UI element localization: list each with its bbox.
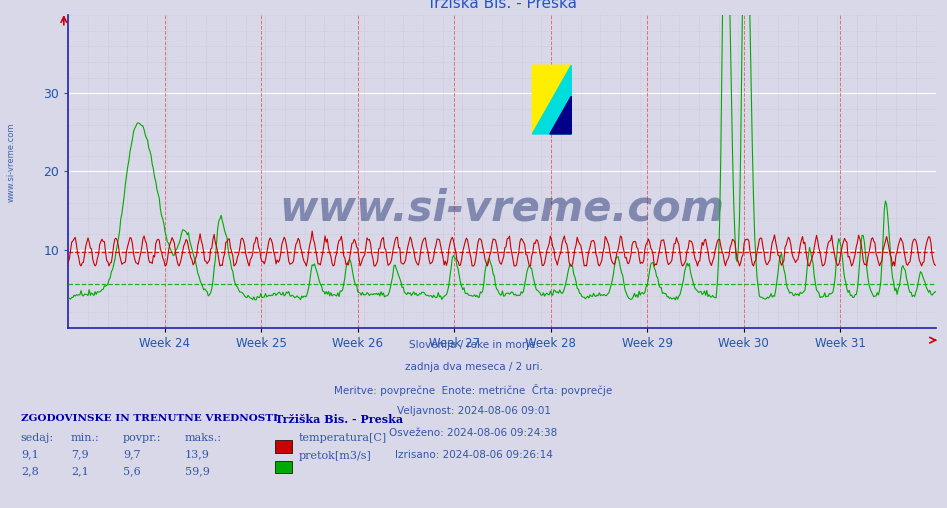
Text: pretok[m3/s]: pretok[m3/s] [298,451,371,461]
Text: maks.:: maks.: [185,433,222,443]
Text: 59,9: 59,9 [185,466,209,477]
Text: www.si-vreme.com: www.si-vreme.com [7,123,16,202]
Polygon shape [550,96,571,134]
Text: 13,9: 13,9 [185,450,209,460]
Text: min.:: min.: [71,433,99,443]
Text: Veljavnost: 2024-08-06 09:01: Veljavnost: 2024-08-06 09:01 [397,406,550,416]
Text: 5,6: 5,6 [123,466,141,477]
Text: 7,9: 7,9 [71,450,89,460]
Text: www.si-vreme.com: www.si-vreme.com [279,188,724,230]
Text: 2,8: 2,8 [21,466,39,477]
Text: Meritve: povprečne  Enote: metrične  Črta: povprečje: Meritve: povprečne Enote: metrične Črta:… [334,384,613,396]
Text: Slovenija / reke in morje.: Slovenija / reke in morje. [408,340,539,351]
Polygon shape [532,65,571,134]
Text: 2,1: 2,1 [71,466,89,477]
Text: Izrisano: 2024-08-06 09:26:14: Izrisano: 2024-08-06 09:26:14 [395,450,552,460]
Polygon shape [532,65,571,134]
Text: zadnja dva meseca / 2 uri.: zadnja dva meseca / 2 uri. [404,362,543,372]
Title: Tržiška Bis. - Preska: Tržiška Bis. - Preska [427,0,577,11]
Text: ZGODOVINSKE IN TRENUTNE VREDNOSTI: ZGODOVINSKE IN TRENUTNE VREDNOSTI [21,414,277,423]
Text: Tržiška Bis. - Preska: Tržiška Bis. - Preska [275,414,402,425]
Text: Osveženo: 2024-08-06 09:24:38: Osveženo: 2024-08-06 09:24:38 [389,428,558,438]
Text: povpr.:: povpr.: [123,433,162,443]
Text: sedaj:: sedaj: [21,433,54,443]
Text: 9,1: 9,1 [21,450,39,460]
Text: temperatura[C]: temperatura[C] [298,433,386,443]
Text: 9,7: 9,7 [123,450,141,460]
